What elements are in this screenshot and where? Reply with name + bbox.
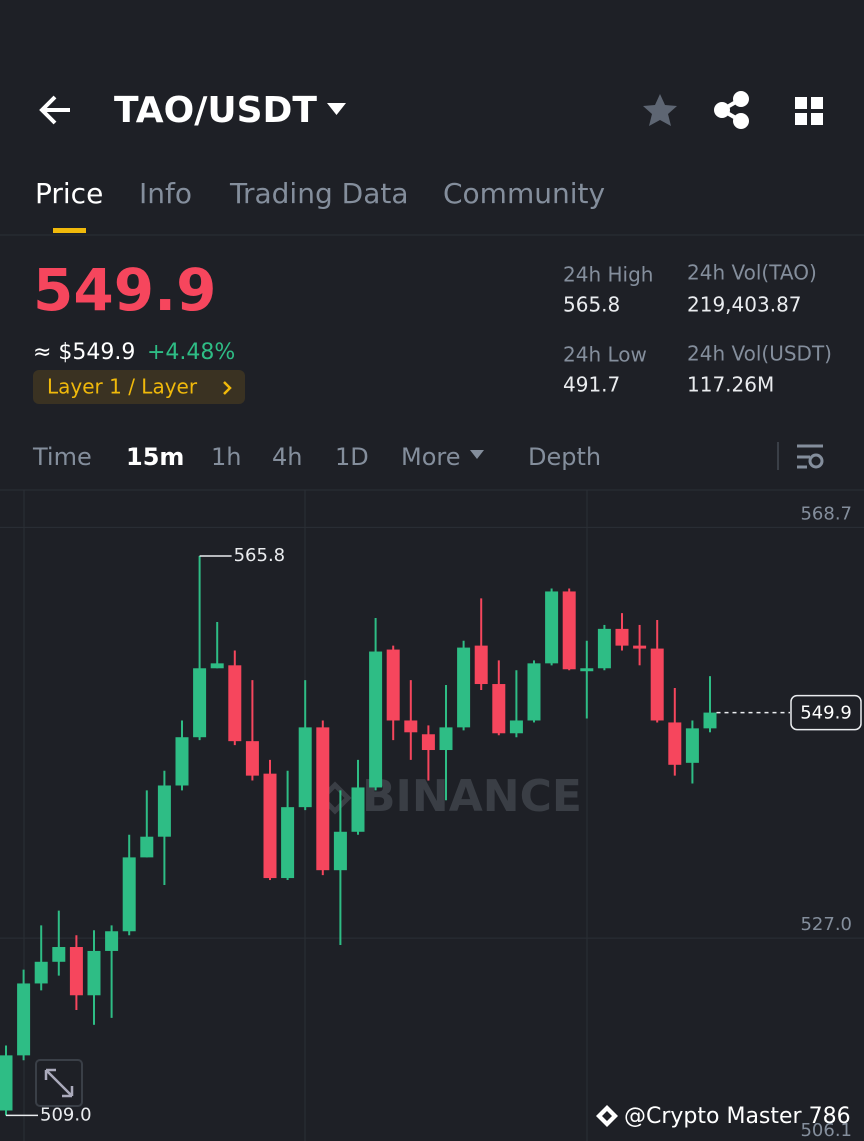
candle-body xyxy=(545,591,559,664)
candle-body xyxy=(597,628,611,669)
y-tick-label: 568.7 xyxy=(800,503,852,524)
favorite-icon[interactable] xyxy=(643,94,677,126)
y-tick-label: 506.1 xyxy=(800,1120,852,1141)
footer-credit: @Crypto Master 786 xyxy=(624,1104,851,1129)
pair-dropdown[interactable] xyxy=(327,103,346,115)
interval[interactable]: More xyxy=(401,443,461,471)
candle-body xyxy=(175,737,189,786)
last-price-box xyxy=(790,694,862,731)
tag-chip[interactable] xyxy=(33,370,245,404)
stat-value: 565.8 xyxy=(563,293,620,317)
candle-body xyxy=(351,787,365,832)
candle-body xyxy=(122,857,136,932)
candle-body xyxy=(87,950,101,996)
candle-body xyxy=(492,684,506,734)
y-tick-label: 527.0 xyxy=(800,914,852,935)
price-change: +4.48% xyxy=(147,340,235,365)
candle-body xyxy=(0,1055,13,1111)
candle-body xyxy=(333,831,347,871)
stat-value: 219,403.87 xyxy=(687,293,802,317)
interval[interactable]: 15m xyxy=(126,443,184,471)
candle-body xyxy=(281,807,295,879)
stat-label: 24h Low xyxy=(563,343,647,367)
candle-body xyxy=(527,663,541,721)
candle-body xyxy=(193,668,207,738)
chevron xyxy=(223,381,232,395)
tab[interactable]: Price xyxy=(35,177,103,210)
stat-value: 117.26M xyxy=(687,373,774,397)
candle-body xyxy=(105,931,119,951)
tab[interactable]: Trading Data xyxy=(229,177,409,210)
stat-label: 24h Vol(TAO) xyxy=(687,261,817,285)
chart-settings-icon[interactable] xyxy=(797,444,824,469)
candlestick-chart: 568.7 527.0 506.1 565.8 509.0 549.9 xyxy=(0,503,864,1141)
candle-body xyxy=(316,727,330,871)
candle-body xyxy=(52,947,66,962)
tag-label: Layer 1 / Layer xyxy=(47,375,198,399)
candle-body xyxy=(386,649,400,721)
candle-body xyxy=(685,728,699,763)
candle-body xyxy=(228,665,242,742)
candle-body xyxy=(157,785,171,837)
interval[interactable]: 1D xyxy=(335,443,369,471)
stat-label: 24h Vol(USDT) xyxy=(687,342,832,366)
max-marker-label: 565.8 xyxy=(234,545,286,566)
footer-logo xyxy=(596,1105,618,1127)
pair-title[interactable]: TAO/USDT xyxy=(114,90,317,131)
watermark-text: BINANCE xyxy=(362,771,582,822)
more-caret xyxy=(470,450,484,459)
back-button[interactable] xyxy=(39,95,70,125)
stat-value: 491.7 xyxy=(563,373,620,397)
min-marker-label: 509.0 xyxy=(40,1104,92,1125)
candle-body xyxy=(439,727,453,751)
candle-body xyxy=(369,651,383,788)
menu-icon[interactable] xyxy=(795,97,823,125)
candle-body xyxy=(210,663,224,669)
interval[interactable]: Depth xyxy=(528,443,601,471)
interval[interactable]: 1h xyxy=(211,443,241,471)
stat-label: 24h High xyxy=(563,263,653,287)
share-icon[interactable] xyxy=(714,91,749,129)
candle-body xyxy=(263,773,277,879)
candle-body xyxy=(17,983,31,1056)
candle-body xyxy=(245,741,259,776)
candle-body xyxy=(140,836,154,858)
tab-indicator xyxy=(53,228,86,233)
tab[interactable]: Info xyxy=(139,177,192,210)
expand-icon xyxy=(44,1068,74,1098)
usd-price: ≈ $549.9 xyxy=(33,340,135,365)
candle-body xyxy=(509,720,523,734)
candle-body xyxy=(615,628,629,646)
interval[interactable]: 4h xyxy=(272,443,302,471)
candle-body xyxy=(580,668,594,672)
candle-body xyxy=(404,720,418,733)
interval[interactable]: Time xyxy=(32,443,92,471)
candle-body xyxy=(650,648,664,721)
candle-body xyxy=(474,645,488,685)
candle-body xyxy=(457,647,471,728)
candle-body xyxy=(298,727,312,808)
candle-body xyxy=(34,961,48,984)
last-price: 549.9 xyxy=(33,256,216,324)
last-price-label: 549.9 xyxy=(800,703,852,724)
candle-body xyxy=(562,591,576,670)
candle-body xyxy=(668,722,682,765)
watermark: BINANCE xyxy=(318,771,582,822)
candle-body xyxy=(633,645,647,649)
tab[interactable]: Community xyxy=(443,177,605,210)
candle-body xyxy=(421,734,435,751)
candle-body xyxy=(703,712,717,729)
candle-body xyxy=(69,947,83,996)
